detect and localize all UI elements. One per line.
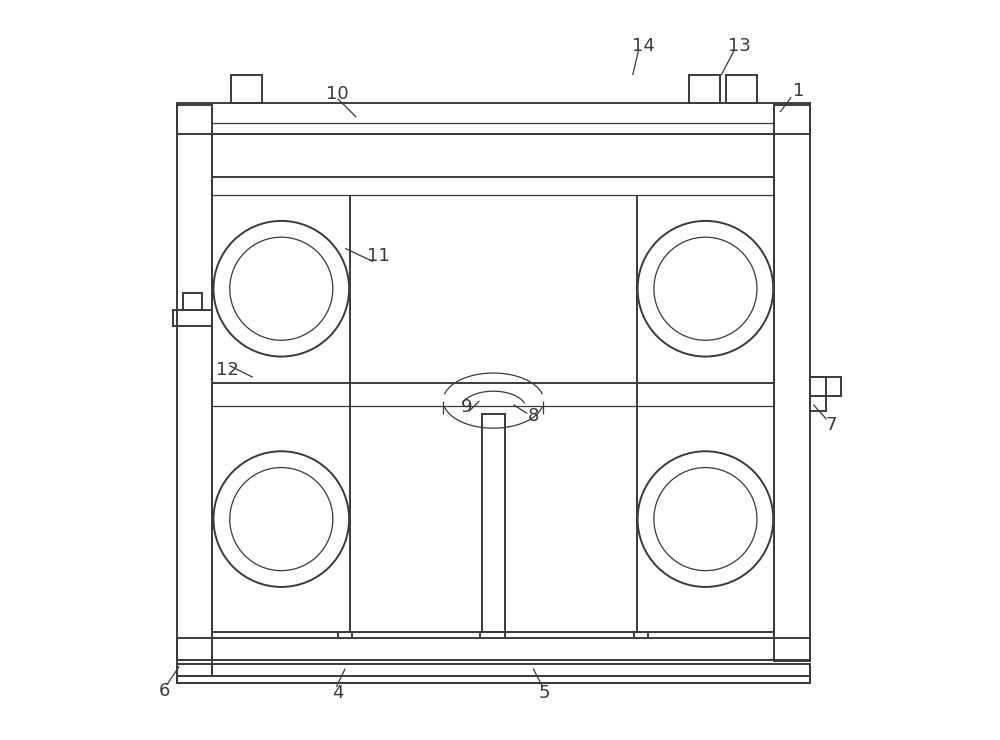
Text: 11: 11 bbox=[367, 246, 390, 265]
Text: 7: 7 bbox=[826, 417, 837, 434]
Text: 10: 10 bbox=[326, 84, 349, 103]
Text: 14: 14 bbox=[632, 36, 655, 55]
Bar bbox=[482, 414, 505, 632]
Text: 9: 9 bbox=[461, 398, 473, 416]
Bar bbox=[177, 665, 810, 683]
Bar bbox=[774, 104, 810, 662]
Text: 1: 1 bbox=[793, 82, 804, 101]
Bar bbox=[689, 75, 720, 103]
Bar bbox=[177, 638, 810, 660]
Bar bbox=[183, 293, 202, 309]
Text: 6: 6 bbox=[159, 682, 170, 700]
Bar bbox=[177, 676, 810, 683]
Text: 4: 4 bbox=[332, 684, 344, 702]
Bar bbox=[212, 134, 774, 632]
Bar bbox=[177, 104, 212, 676]
Bar bbox=[726, 75, 757, 103]
Bar bbox=[810, 377, 826, 411]
Bar bbox=[810, 377, 841, 396]
Text: 12: 12 bbox=[216, 361, 239, 379]
Text: 8: 8 bbox=[527, 408, 539, 425]
Bar bbox=[177, 103, 810, 134]
Bar bbox=[231, 75, 262, 103]
Text: 13: 13 bbox=[728, 36, 751, 55]
Text: 5: 5 bbox=[538, 684, 550, 702]
Bar bbox=[173, 309, 212, 326]
